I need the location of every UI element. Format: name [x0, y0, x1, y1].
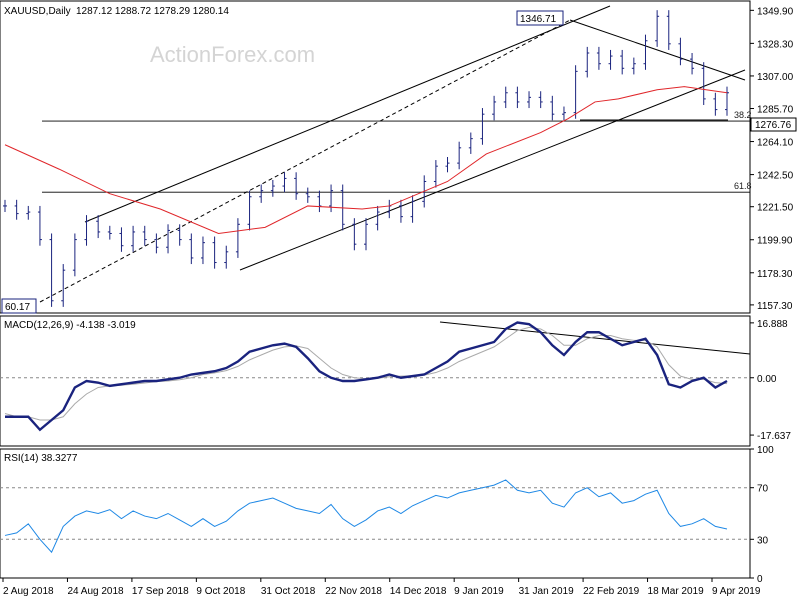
current-price-tag: 1276.76 — [750, 117, 797, 132]
macd-signal-line — [4, 326, 728, 421]
price-y-tick-label: 1264.10 — [757, 138, 794, 149]
price-panel-frame — [0, 0, 751, 314]
price-y-tick-label: 1199.90 — [757, 236, 793, 247]
x-tick-label: 17 Sep 2018 — [132, 586, 189, 597]
low-marker-label: 60.17 — [5, 302, 30, 313]
low-marker: 60.17 — [1, 298, 37, 314]
rsi-title: RSI(14) 38.3277 — [4, 453, 78, 464]
price-y-tick-label: 1157.30 — [757, 301, 793, 312]
channel-upper-line — [84, 5, 611, 223]
rsi-y-tick-label: 30 — [757, 535, 769, 546]
macd-panel-frame — [0, 315, 751, 447]
price-y-tick-label: 1285.70 — [757, 105, 794, 116]
macd-y-tick-label: -17.637 — [757, 431, 791, 442]
x-tick-label: 9 Apr 2019 — [712, 586, 761, 597]
macd-trendline — [439, 321, 751, 355]
macd-title: MACD(12,26,9) -4.138 -3.019 — [4, 320, 136, 331]
x-tick-label: 14 Dec 2018 — [390, 586, 447, 597]
price-y-tick-label: 1349.90 — [757, 6, 794, 17]
rsi-panel-frame — [0, 448, 751, 579]
price-y-tick-label: 1242.50 — [757, 171, 794, 182]
macd-line — [5, 321, 728, 432]
x-tick-label: 31 Jan 2019 — [519, 586, 574, 597]
watermark: ActionForex.com — [150, 42, 315, 67]
current-price-box — [750, 117, 797, 132]
moving-average-line — [4, 86, 728, 234]
macd-y-tick-label: 16.888 — [757, 319, 788, 330]
resistance-trendline — [569, 19, 746, 81]
high-marker: 1346.71 — [516, 10, 564, 26]
x-tick-label: 9 Oct 2018 — [196, 586, 245, 597]
x-tick-label: 24 Aug 2018 — [67, 586, 124, 597]
x-tick-label: 22 Nov 2018 — [325, 586, 382, 597]
x-tick-label: 31 Oct 2018 — [261, 586, 316, 597]
x-tick-label: 18 Mar 2019 — [648, 586, 705, 597]
high-marker-label: 1346.71 — [520, 14, 557, 25]
x-tick-label: 9 Jan 2019 — [454, 586, 504, 597]
price-y-tick-label: 1178.30 — [757, 269, 793, 280]
channel-lower-line — [239, 69, 746, 271]
current-price-label: 1276.76 — [755, 120, 792, 131]
x-tick-label: 2 Aug 2018 — [3, 586, 54, 597]
rsi-y-tick-label: 70 — [757, 484, 769, 495]
x-tick-label: 22 Feb 2019 — [583, 586, 640, 597]
high-marker-box — [516, 10, 564, 26]
price-y-tick-label: 1307.00 — [757, 72, 794, 83]
price-y-tick-label: 1328.30 — [757, 39, 794, 50]
price-ohlc-readout: 1287.12 1288.72 1278.29 1280.14 — [76, 6, 229, 17]
trend-channel — [39, 5, 751, 355]
price-y-tick-label: 1221.50 — [757, 203, 794, 214]
price-title: XAUUSD,Daily — [4, 6, 71, 17]
channel-mid-dashed — [39, 19, 571, 303]
macd-y-tick-label: 0.00 — [757, 374, 777, 385]
rsi-y-tick-label: 100 — [757, 445, 774, 456]
rsi-line — [4, 479, 728, 554]
fib-level-label: 61.8 — [734, 181, 752, 191]
low-marker-box — [1, 298, 37, 314]
rsi-y-tick-label: 0 — [757, 574, 763, 585]
fib-level-label: 38.2 — [734, 110, 752, 120]
